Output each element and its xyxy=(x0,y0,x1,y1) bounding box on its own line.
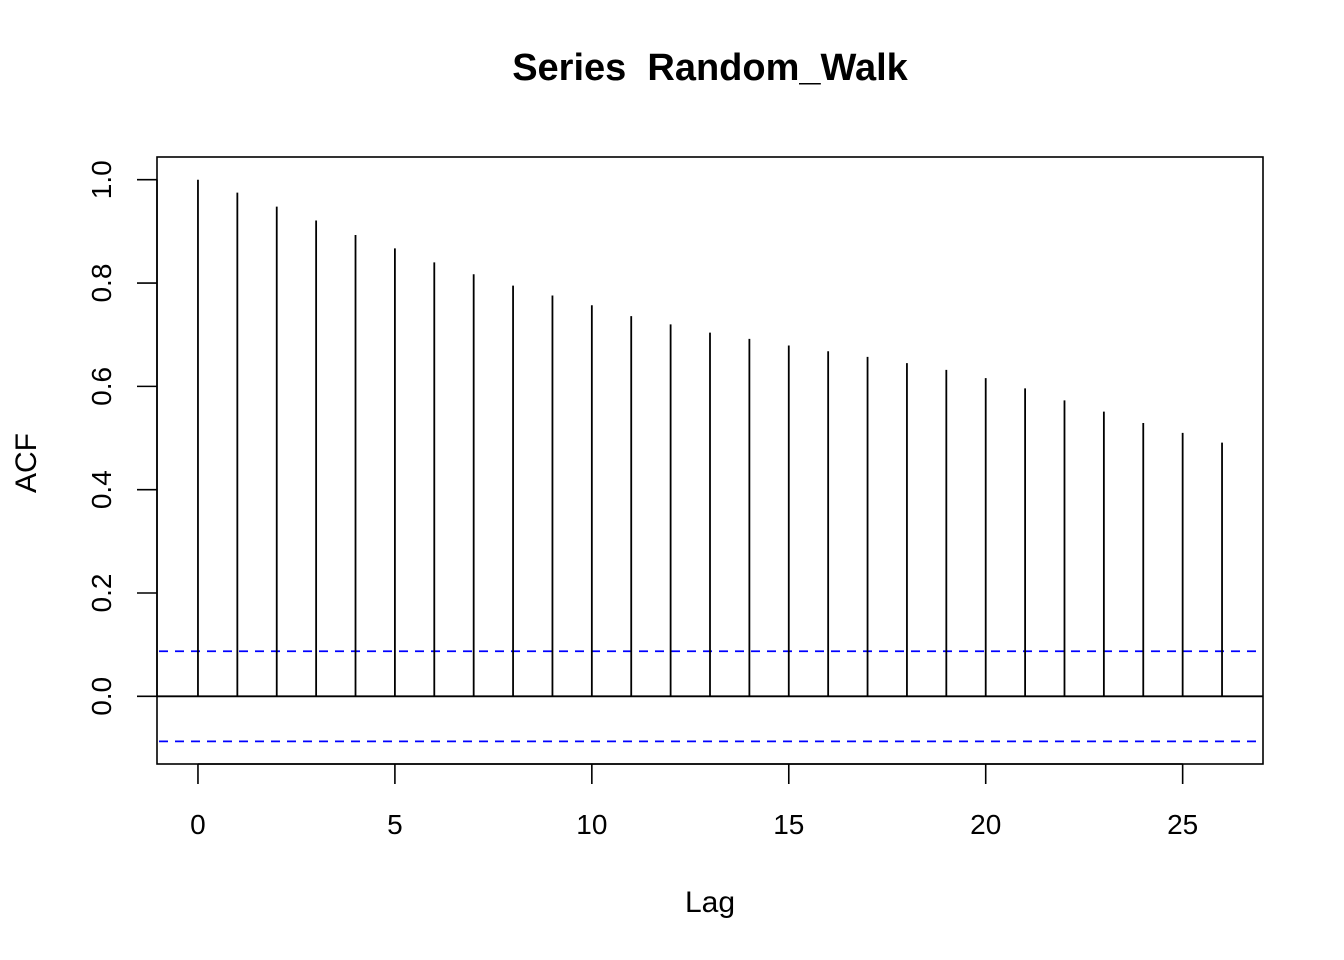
y-tick-label: 0.4 xyxy=(86,470,117,509)
y-tick-label: 0.0 xyxy=(86,677,117,716)
x-tick-label: 0 xyxy=(190,809,206,840)
y-tick-label: 0.6 xyxy=(86,367,117,406)
y-tick-label: 0.2 xyxy=(86,574,117,613)
y-tick-label: 0.8 xyxy=(86,264,117,303)
x-tick-label: 15 xyxy=(773,809,804,840)
x-axis: 0 5 10 15 20 25 xyxy=(190,763,1198,840)
x-tick-label: 10 xyxy=(576,809,607,840)
y-tick-label: 1.0 xyxy=(86,160,117,199)
x-axis-label: Lag xyxy=(685,886,735,919)
chart-marks xyxy=(157,179,1263,743)
x-tick-label: 25 xyxy=(1167,809,1198,840)
chart-title: Series Random_Walk xyxy=(512,47,908,89)
x-tick-label: 5 xyxy=(387,809,403,840)
y-axis-label: ACF xyxy=(10,433,43,493)
y-axis: 0.0 0.2 0.4 0.6 0.8 1.0 xyxy=(86,160,158,716)
x-tick-label: 20 xyxy=(970,809,1001,840)
